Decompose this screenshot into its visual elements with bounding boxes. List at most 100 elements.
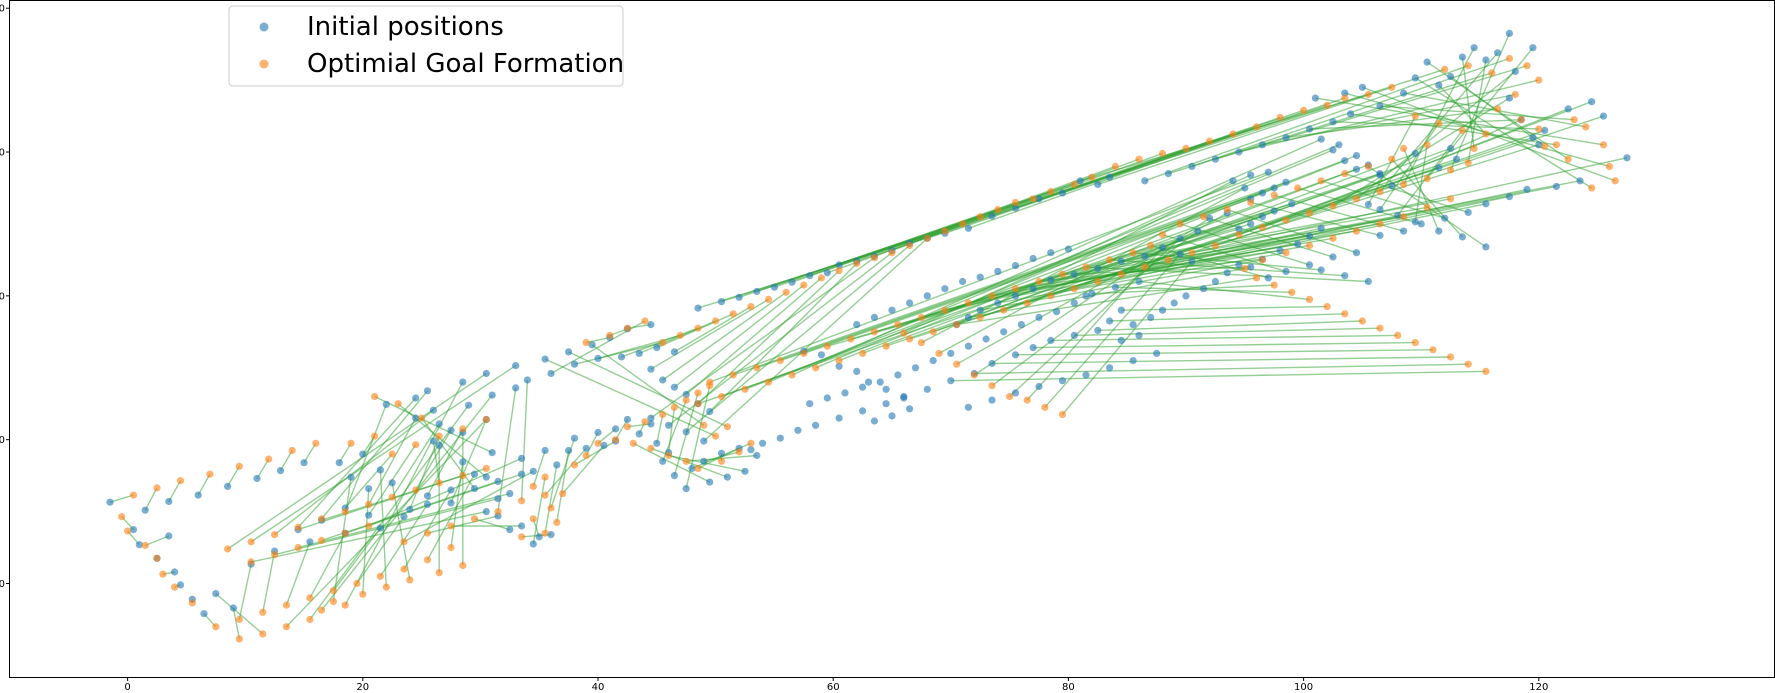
initial-position-point — [1011, 389, 1020, 397]
initial-position-point — [1158, 244, 1167, 252]
goal-formation-point — [1400, 213, 1408, 221]
goal-formation-point — [1541, 142, 1549, 150]
goal-formation-point — [494, 508, 502, 516]
initial-position-point — [1064, 245, 1072, 253]
initial-position-point — [776, 434, 784, 442]
initial-position-point — [1417, 220, 1425, 228]
goal-formation-point — [347, 439, 355, 447]
initial-position-point — [1305, 261, 1314, 269]
goal-formation-point — [1447, 195, 1455, 203]
goal-formation-point — [118, 513, 126, 521]
initial-position-point — [947, 349, 955, 357]
initial-position-point — [988, 396, 996, 404]
assignment-link — [568, 351, 728, 428]
initial-position-point — [565, 348, 573, 356]
initial-position-point — [753, 287, 761, 296]
initial-position-point — [1452, 155, 1461, 163]
goal-formation-point — [247, 538, 255, 546]
initial-position-point — [129, 526, 138, 534]
goal-formation-point — [259, 630, 267, 638]
assignment-link — [426, 473, 476, 561]
initial-position-point — [823, 269, 831, 277]
assignment-link — [991, 356, 1451, 365]
initial-position-point — [647, 321, 655, 329]
assignment-link — [274, 498, 499, 556]
goal-formation-point — [341, 508, 349, 516]
initial-position-point — [347, 473, 355, 481]
goal-formation-point — [882, 342, 890, 350]
initial-position-point — [406, 505, 414, 513]
assignment-link — [1044, 253, 1181, 408]
assignment-link — [1203, 216, 1334, 258]
initial-position-point — [859, 383, 867, 391]
initial-position-point — [1376, 206, 1384, 214]
initial-position-point — [1188, 257, 1196, 265]
initial-position-point — [459, 458, 467, 466]
initial-position-point — [1317, 266, 1325, 274]
goal-formation-point — [1376, 188, 1384, 196]
initial-position-point — [447, 426, 455, 434]
initial-position-point — [382, 400, 390, 408]
assignment-link — [1379, 122, 1440, 210]
initial-position-point — [488, 449, 496, 457]
goal-formation-point — [970, 371, 978, 379]
initial-position-point — [700, 457, 708, 465]
assignment-link — [1074, 327, 1381, 337]
initial-position-point — [906, 405, 914, 413]
goal-formation-point — [1605, 162, 1613, 170]
assignment-link — [450, 419, 487, 504]
goal-formation-point — [1082, 263, 1090, 271]
goal-formation-point — [1258, 223, 1266, 232]
y-tick-label: 120 — [0, 4, 5, 15]
initial-position-point — [806, 400, 814, 408]
initial-position-point — [1258, 141, 1266, 149]
assignment-link — [1215, 115, 1604, 247]
goal-formation-point — [729, 371, 737, 379]
goal-formation-point — [870, 254, 879, 262]
initial-position-point — [853, 321, 861, 329]
initial-position-point — [1011, 292, 1020, 300]
goal-formation-point — [1011, 198, 1020, 206]
initial-position-point — [1035, 313, 1043, 321]
initial-position-point — [1352, 152, 1361, 160]
goal-formation-point — [1141, 263, 1149, 271]
assignment-link — [1144, 65, 1469, 182]
goal-formation-point — [1147, 241, 1155, 250]
y-axis-ticks: 40 60 80 100 120 — [0, 4, 10, 590]
goal-formation-point — [1258, 256, 1266, 264]
initial-position-point — [1011, 204, 1020, 212]
initial-position-point — [1564, 105, 1572, 113]
goal-formation-point — [900, 329, 908, 337]
initial-position-point — [1094, 326, 1102, 334]
goal-formation-point — [817, 274, 826, 282]
legend-initial-marker — [259, 22, 269, 32]
goal-formation-point — [1570, 116, 1578, 124]
goal-formation-point — [365, 522, 373, 530]
assignment-link — [1402, 148, 1440, 232]
goal-formation-point — [1282, 249, 1290, 257]
initial-position-point — [1247, 171, 1255, 179]
goal-formation-point — [1552, 141, 1560, 149]
goal-formation-point — [541, 473, 549, 481]
initial-position-point — [1482, 56, 1490, 64]
assignment-link — [597, 334, 681, 360]
goal-formation-point — [459, 561, 467, 570]
initial-position-point — [1235, 261, 1243, 269]
assignment-link — [956, 277, 1257, 326]
initial-position-point — [1464, 208, 1472, 216]
goal-formation-point — [706, 378, 714, 386]
initial-position-point — [570, 360, 579, 368]
goal-formation-point — [694, 324, 702, 332]
assignment-link — [627, 323, 652, 329]
initial-position-point — [1347, 110, 1355, 118]
initial-position-point — [941, 285, 949, 293]
goal-formation-point — [329, 587, 337, 595]
goal-formation-point — [435, 569, 443, 577]
assignment-link — [426, 428, 464, 497]
initial-position-point — [465, 401, 473, 409]
initial-position-point — [482, 473, 490, 481]
goal-formation-point — [812, 364, 820, 372]
goal-formation-point — [1270, 281, 1278, 289]
goal-formation-point — [1523, 62, 1531, 70]
initial-position-point — [870, 417, 879, 425]
